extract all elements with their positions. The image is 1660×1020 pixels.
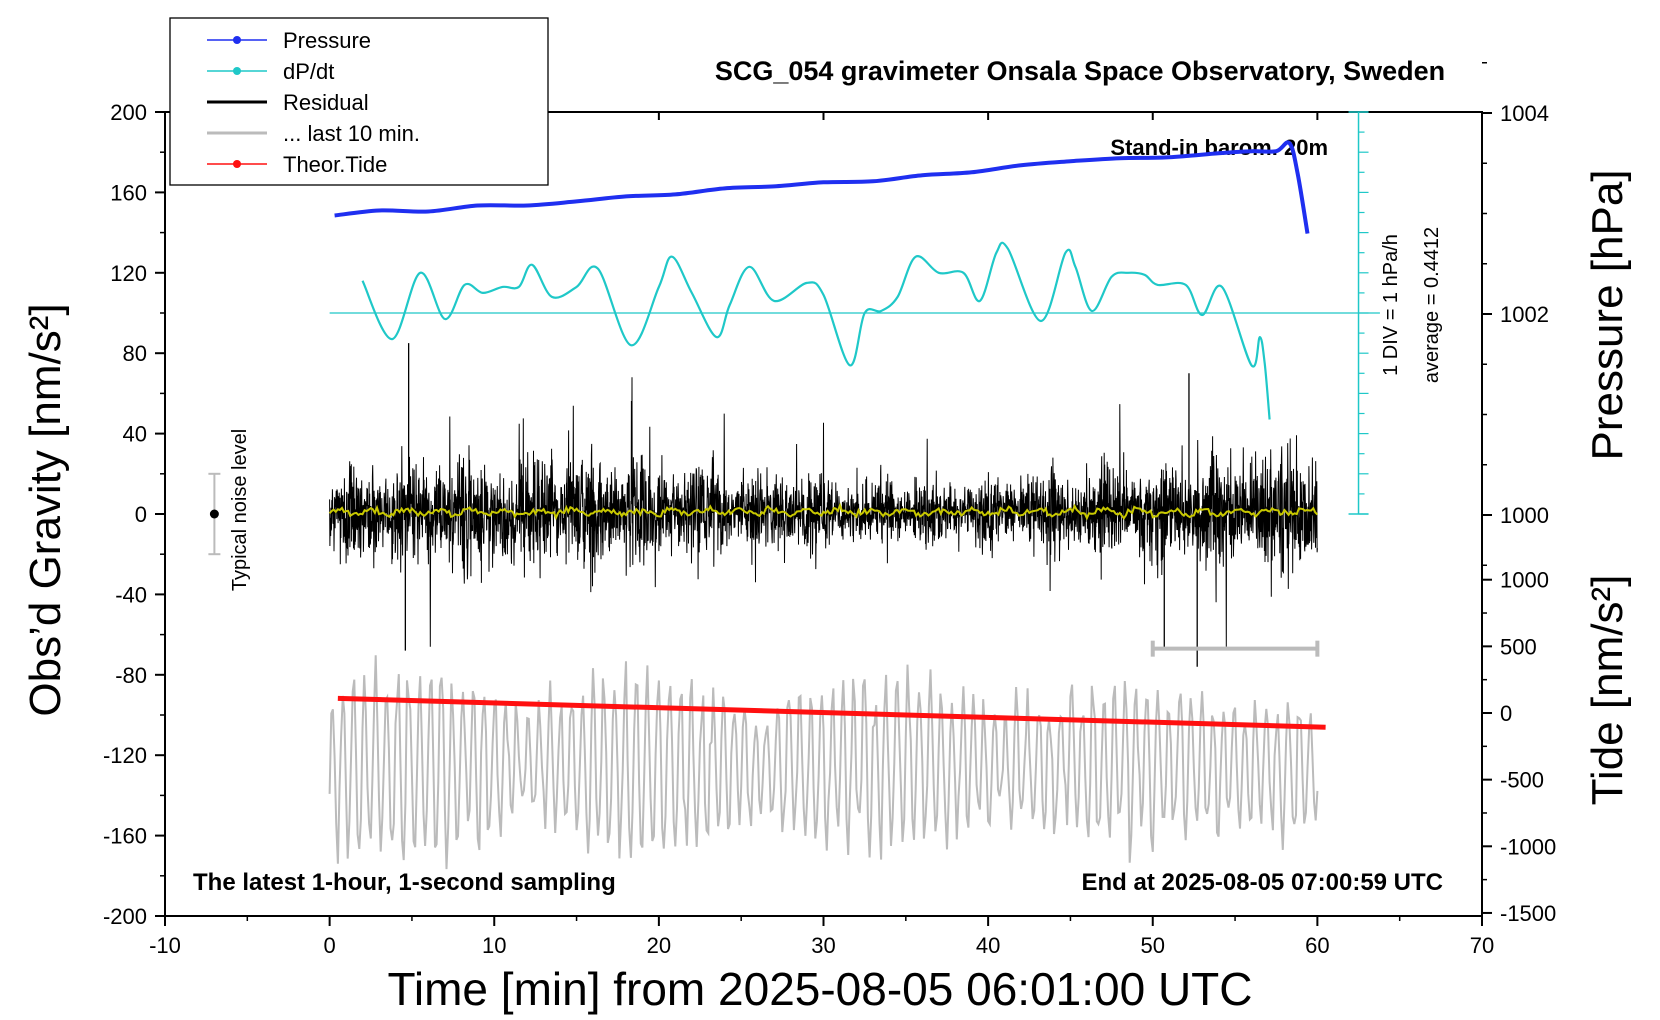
- x-tick-label: 40: [976, 933, 1000, 958]
- residual-series: [329, 377, 1318, 647]
- x-tick-label: 20: [647, 933, 671, 958]
- legend-marker: [233, 160, 241, 168]
- pressure-tick-label: 1002: [1500, 302, 1549, 327]
- residual-smoothed-series: [328, 502, 1319, 521]
- pressure-tick-label: 1004: [1500, 101, 1549, 126]
- tide-tick-label: -1500: [1500, 901, 1556, 926]
- y-tick-label: 40: [123, 422, 147, 447]
- last10-series: [328, 655, 1319, 870]
- y-tick-label: 80: [123, 341, 147, 366]
- x-tick-label: 50: [1141, 933, 1165, 958]
- tide-tick-label: -500: [1500, 768, 1544, 793]
- x-tick-label: 0: [324, 933, 336, 958]
- noise-dot: [209, 509, 219, 519]
- dpdt-series: [361, 241, 1271, 420]
- y-tick-label: -120: [103, 743, 147, 768]
- legend-label: Pressure: [283, 28, 371, 53]
- y-tick-label: 160: [110, 180, 147, 205]
- legend-label: Theor.Tide: [283, 152, 387, 177]
- legend-marker: [233, 36, 241, 44]
- tide-tick-label: 500: [1500, 634, 1537, 659]
- average-label: average = 0.4412: [1421, 227, 1443, 383]
- pressure-tick-label: 1000: [1500, 503, 1549, 528]
- legend-label: Residual: [283, 90, 369, 115]
- x-tick-label: -10: [149, 933, 181, 958]
- noise-level-label: Typical noise level: [229, 429, 251, 591]
- y-tick-label: -160: [103, 824, 147, 849]
- tide-tick-label: -1000: [1500, 834, 1556, 859]
- pressure-series: [334, 140, 1310, 234]
- y-tick-label: -80: [115, 663, 147, 688]
- x-axis-label: Time [min] from 2025-08-05 06:01:00 UTC: [388, 963, 1253, 1015]
- y-tick-label: -200: [103, 904, 147, 929]
- y-axis-label: Obs’d Gravity [nm/s²]: [21, 303, 70, 716]
- legend: Pressure dP/dt Residual ... last 10 min. The…: [169, 17, 549, 186]
- y-tick-label: 120: [110, 261, 147, 286]
- tide-axis-label: Tide [nm/s²]: [1583, 575, 1632, 806]
- div-scale-label: 1 DIV = 1 hPa/h: [1380, 234, 1402, 376]
- x-tick-label: 30: [811, 933, 835, 958]
- x-tick-label: 60: [1305, 933, 1329, 958]
- pressure-axis-label: Pressure [hPa]: [1583, 169, 1632, 460]
- plot-area: -10 0 10 20 30 40 50 60 70 200 160 120 80 40 0 -40 -80 -1…: [103, 62, 1556, 958]
- y-tick-label: 200: [110, 100, 147, 125]
- x-tick-label: 70: [1470, 933, 1494, 958]
- tide-tick-label: 1000: [1500, 568, 1549, 593]
- legend-marker: [233, 67, 241, 75]
- x-tick-label: 10: [482, 933, 506, 958]
- y-tick-label: -40: [115, 582, 147, 607]
- end-time-note: End at 2025-08-05 07:00:59 UTC: [1082, 869, 1444, 896]
- legend-label: dP/dt: [283, 59, 334, 84]
- chart-title: SCG_054 gravimeter Onsala Space Observat…: [715, 56, 1445, 86]
- legend-label: ... last 10 min.: [283, 121, 420, 146]
- latest-note: The latest 1-hour, 1-second sampling: [193, 869, 616, 896]
- tide-series: [337, 695, 1326, 730]
- y-tick-label: 0: [135, 502, 147, 527]
- tide-tick-label: 0: [1500, 701, 1512, 726]
